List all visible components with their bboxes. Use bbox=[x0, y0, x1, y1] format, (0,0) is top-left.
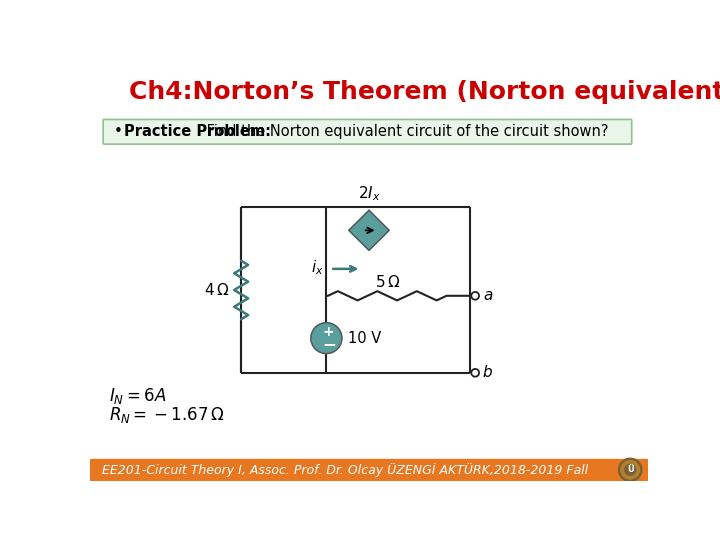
Text: $4\,\Omega$: $4\,\Omega$ bbox=[204, 282, 229, 298]
Circle shape bbox=[311, 323, 342, 354]
Text: •: • bbox=[113, 124, 122, 139]
Text: Find the Norton equivalent circuit of the circuit shown?: Find the Norton equivalent circuit of th… bbox=[202, 124, 608, 139]
Text: a: a bbox=[483, 288, 492, 303]
Text: Ch4:Norton’s Theorem (Norton equivalent Circuit): Ch4:Norton’s Theorem (Norton equivalent … bbox=[129, 80, 720, 104]
Circle shape bbox=[472, 292, 479, 300]
Text: Ü: Ü bbox=[627, 465, 634, 474]
Circle shape bbox=[625, 464, 636, 475]
Circle shape bbox=[621, 461, 639, 479]
Text: $R_N = -1.67\,\Omega$: $R_N = -1.67\,\Omega$ bbox=[109, 405, 225, 425]
Text: EE201-Circuit Theory I, Assoc. Prof. Dr. Olcay ÜZENGİ AKTÜRK,2018-2019 Fall: EE201-Circuit Theory I, Assoc. Prof. Dr.… bbox=[102, 463, 588, 477]
Text: b: b bbox=[483, 365, 492, 380]
Text: $2I_x$: $2I_x$ bbox=[358, 184, 380, 202]
FancyBboxPatch shape bbox=[103, 119, 631, 144]
Text: Practice Problem:: Practice Problem: bbox=[124, 124, 271, 139]
Text: 10 V: 10 V bbox=[348, 330, 382, 346]
Text: −: − bbox=[322, 335, 336, 353]
Circle shape bbox=[618, 458, 642, 481]
Text: $5\,\Omega$: $5\,\Omega$ bbox=[374, 274, 400, 290]
Bar bbox=[90, 459, 648, 481]
Circle shape bbox=[472, 369, 479, 377]
Polygon shape bbox=[349, 211, 389, 251]
Text: $i_x$: $i_x$ bbox=[312, 258, 324, 276]
Text: +: + bbox=[323, 325, 335, 339]
Text: $I_N = 6A$: $I_N = 6A$ bbox=[109, 386, 167, 406]
